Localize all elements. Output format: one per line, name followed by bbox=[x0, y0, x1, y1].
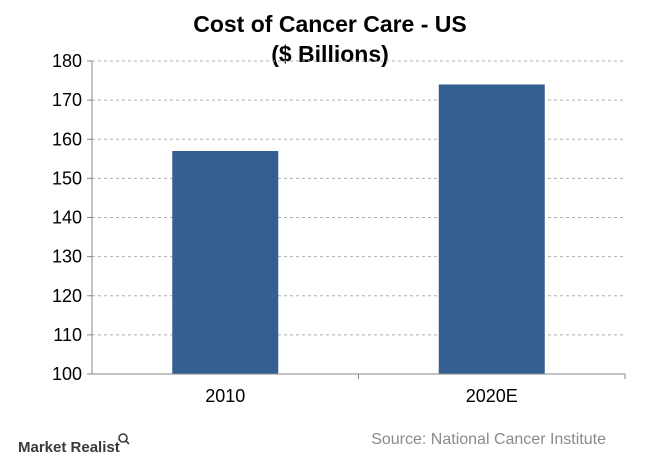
y-axis-ticks: 100 110 120 130 140 150 160 170 180 bbox=[52, 51, 92, 384]
x-tick-label: 2020E bbox=[466, 386, 518, 406]
bar-2020e bbox=[438, 84, 545, 374]
y-tick-label: 140 bbox=[52, 208, 82, 228]
x-tick-label: 2010 bbox=[205, 386, 245, 406]
axes bbox=[91, 61, 626, 379]
bar-2010 bbox=[172, 150, 279, 374]
y-tick-label: 100 bbox=[52, 364, 82, 384]
magnifier-icon bbox=[118, 433, 130, 445]
y-tick-label: 170 bbox=[52, 90, 82, 110]
y-tick-label: 110 bbox=[53, 325, 82, 345]
gridlines bbox=[92, 60, 625, 336]
y-tick-label: 120 bbox=[52, 286, 82, 306]
source-note: Source: National Cancer Institute bbox=[371, 431, 606, 448]
chart-title-line-2: ($ Billions) bbox=[271, 41, 389, 67]
brand-text: Market Realist bbox=[18, 439, 120, 456]
y-tick-label: 150 bbox=[52, 168, 82, 188]
chart-title-line-1: Cost of Cancer Care - US bbox=[193, 11, 467, 37]
brand-logo: Market Realist bbox=[18, 433, 130, 456]
y-tick-label: 160 bbox=[52, 129, 82, 149]
bars bbox=[172, 84, 545, 374]
y-tick-label: 180 bbox=[52, 51, 82, 71]
x-axis-labels: 2010 2020E bbox=[205, 374, 518, 406]
y-tick-label: 130 bbox=[52, 247, 82, 267]
